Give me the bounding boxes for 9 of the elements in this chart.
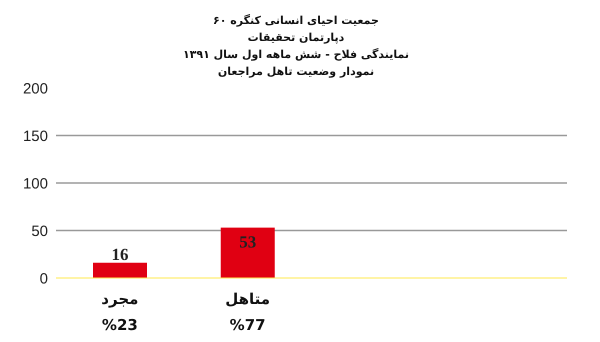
y-tick-label: 200 [22,80,48,98]
data-label: 53 [239,232,256,252]
y-tick-label: 100 [22,175,48,192]
y-tick-label: 0 [40,270,48,288]
chart-title: جمعیت احیای انسانی کنگره ۶۰ [213,14,379,27]
data-label: 16 [112,244,128,264]
y-tick-label: 50 [31,222,48,240]
y-tick-label: 150 [22,128,48,145]
chart-subtitle: دپارتمان تحقیقات نمایندگی فلاح - شش ماهه اول سال ۱۳۹۱ نمودار وضعیت تاهل مراجعان [182,31,410,78]
